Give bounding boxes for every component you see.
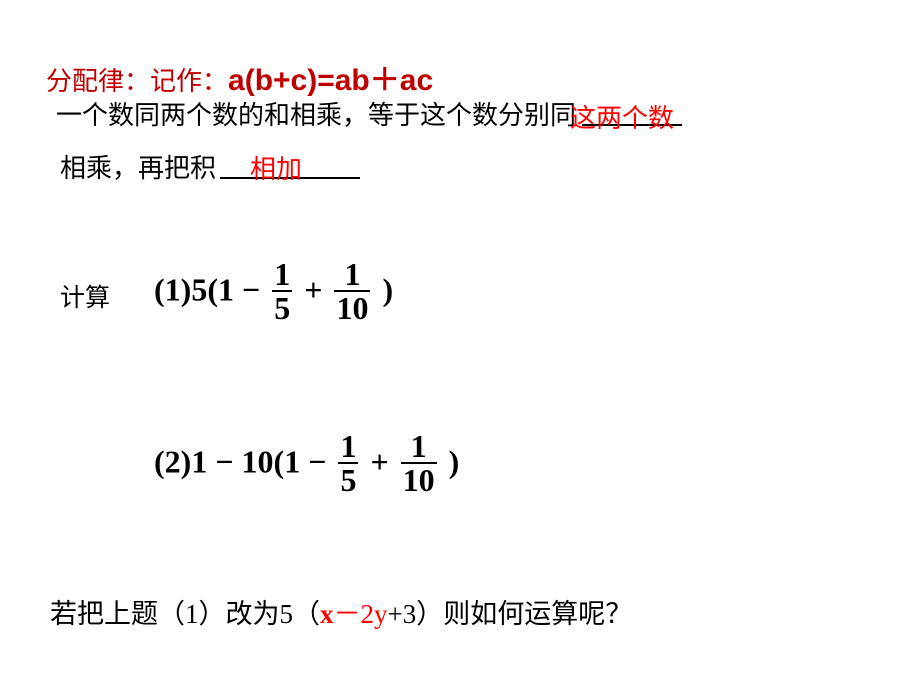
expr1-f1-num: 1 [272,258,292,290]
blank-1-fill: 这两个数 [570,98,674,135]
q-one: 1 [185,599,199,629]
expr1-minus: − [242,271,260,307]
q-p3: （ [293,599,320,629]
expr2-prefix: (2)1 [154,443,207,479]
expr1-f2-num: 1 [334,258,370,290]
expr1-frac2: 1 10 [334,258,370,324]
label-text: 分配律： [46,67,150,96]
q-plus3: +3 [388,599,417,629]
definition-text-2: 相乘，再把积 [60,154,216,183]
expr2-plus: + [370,443,388,479]
expr2-suffix: ) [449,443,460,479]
definition-line-1: 一个数同两个数的和相乘，等于这个数分别同这两个数 [56,95,682,132]
definition-text-1: 一个数同两个数的和相乘，等于这个数分别同 [56,101,576,130]
question-line: 若把上题（1）改为5（x－2y+3）则如何运算呢？ [50,592,632,631]
expr1-prefix: (1)5(1 [154,271,234,307]
q-x: x [320,599,334,629]
q-minus2y: －2y [334,599,388,629]
q-five: 5 [280,599,294,629]
blank-1: 这两个数 [582,124,682,126]
definition-line-2: 相乘，再把积相加 [60,148,360,185]
expr1-plus: + [304,271,322,307]
expr1-frac1: 1 5 [272,258,292,324]
expr2-f1-num: 1 [338,430,358,462]
expr2-mid: 10(1 [242,443,301,479]
expr2-minus2: − [308,443,326,479]
blank-2-fill: 相加 [250,149,302,186]
expr1-f2-den: 10 [334,290,370,324]
expr2-frac1: 1 5 [338,430,358,496]
formula-text: a(b+c)=ab＋ac [228,64,433,97]
expr2-f2-den: 10 [401,462,437,496]
q-p1: 若把上题（ [50,599,185,629]
expr2-f2-num: 1 [401,430,437,462]
expr1-suffix: ) [382,271,393,307]
expr2-frac2: 1 10 [401,430,437,496]
blank-2: 相加 [220,177,360,179]
expression-2: (2)1 − 10(1 − 1 5 + 1 10 ) [154,432,459,498]
q-p4: ）则如何运算呢？ [416,599,632,629]
jizuo-text: 记作： [150,67,228,96]
calculate-label: 计算 [60,278,110,314]
expression-1: (1)5(1 − 1 5 + 1 10 ) [154,260,393,326]
distributive-law-title: 分配律：记作：a(b+c)=ab＋ac [46,55,433,99]
expr2-f1-den: 5 [338,462,358,496]
expr2-minus1: − [215,443,233,479]
q-p2: ）改为 [199,599,280,629]
expr1-f1-den: 5 [272,290,292,324]
